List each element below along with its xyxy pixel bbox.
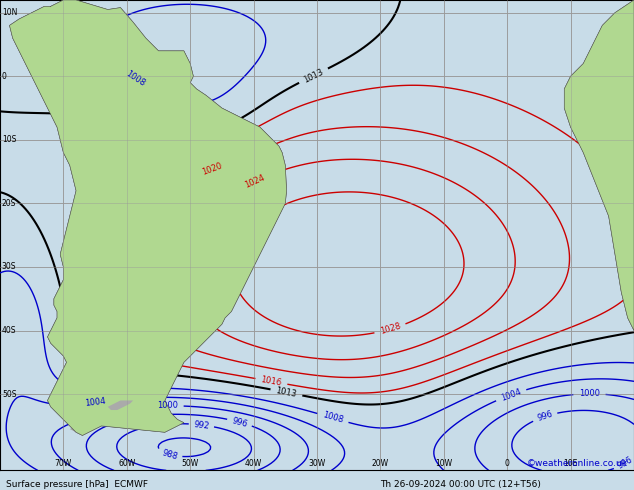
Text: 40S: 40S xyxy=(2,326,16,335)
Text: 1016: 1016 xyxy=(260,375,283,388)
Text: 50W: 50W xyxy=(181,460,199,468)
Text: 20S: 20S xyxy=(2,199,16,208)
Text: 40W: 40W xyxy=(245,460,262,468)
Text: 50S: 50S xyxy=(2,390,16,399)
Polygon shape xyxy=(564,0,634,331)
Text: 1000: 1000 xyxy=(157,401,178,411)
Text: 30S: 30S xyxy=(2,263,16,271)
Text: 1008: 1008 xyxy=(321,411,344,425)
Text: 996: 996 xyxy=(536,410,554,423)
Text: 10N: 10N xyxy=(2,8,17,17)
Polygon shape xyxy=(108,400,133,410)
Text: 1024: 1024 xyxy=(243,172,266,190)
Polygon shape xyxy=(564,0,634,331)
Text: 1013: 1013 xyxy=(275,386,297,399)
Text: 1013: 1013 xyxy=(302,67,325,84)
Polygon shape xyxy=(10,0,287,436)
Text: 60W: 60W xyxy=(118,460,136,468)
Text: 10W: 10W xyxy=(435,460,453,468)
Polygon shape xyxy=(108,400,133,410)
Text: 70W: 70W xyxy=(55,460,72,468)
Text: 1000: 1000 xyxy=(579,389,600,398)
Text: 988: 988 xyxy=(160,448,179,462)
Text: 10E: 10E xyxy=(564,460,578,468)
Text: 1020: 1020 xyxy=(200,162,223,177)
Text: Th 26-09-2024 00:00 UTC (12+T56): Th 26-09-2024 00:00 UTC (12+T56) xyxy=(380,480,541,489)
Text: Surface pressure [hPa]  ECMWF: Surface pressure [hPa] ECMWF xyxy=(6,480,148,489)
Text: 996: 996 xyxy=(231,416,249,429)
Text: 10S: 10S xyxy=(2,135,16,145)
Text: 996: 996 xyxy=(616,456,634,471)
Text: ©weatheronline.co.uk: ©weatheronline.co.uk xyxy=(527,459,628,468)
Text: 1004: 1004 xyxy=(500,387,522,403)
Text: 30W: 30W xyxy=(308,460,326,468)
Text: 1004: 1004 xyxy=(84,397,107,408)
Text: 0: 0 xyxy=(2,72,7,81)
Polygon shape xyxy=(70,413,108,432)
Text: 0: 0 xyxy=(505,460,510,468)
Text: 1028: 1028 xyxy=(378,322,401,336)
Text: 1008: 1008 xyxy=(124,69,147,88)
Text: 20W: 20W xyxy=(372,460,389,468)
Polygon shape xyxy=(10,0,287,436)
Text: 992: 992 xyxy=(193,419,210,430)
